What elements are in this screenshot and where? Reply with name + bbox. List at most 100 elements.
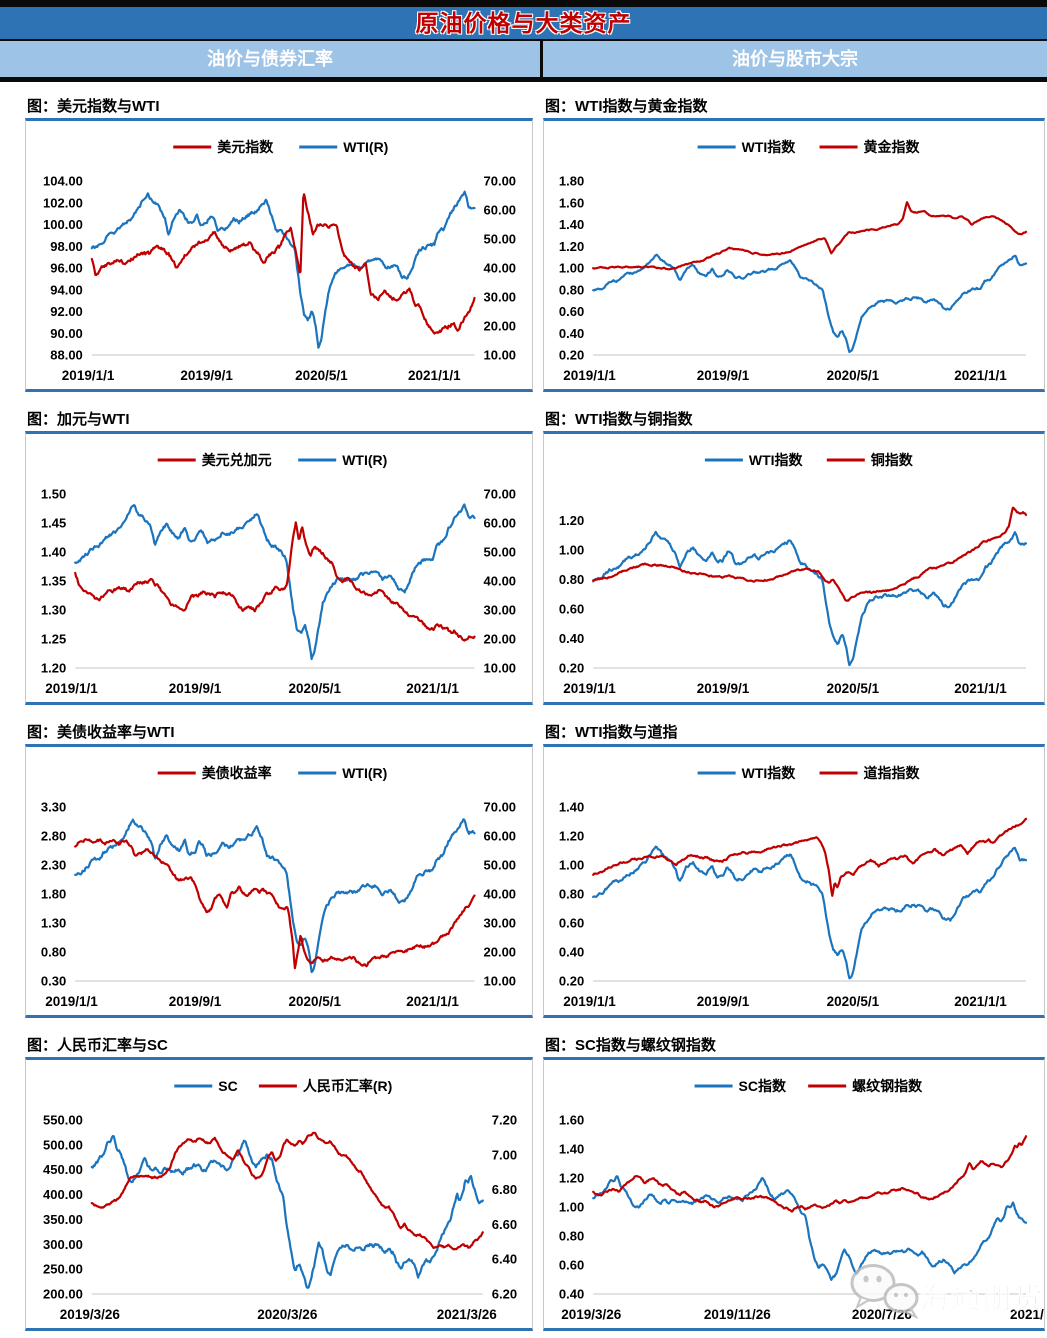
svg-text:2019/1/1: 2019/1/1 — [45, 994, 98, 1009]
svg-text:40.00: 40.00 — [484, 261, 517, 276]
svg-text:98.00: 98.00 — [50, 239, 83, 254]
svg-text:2019/9/1: 2019/9/1 — [697, 994, 750, 1009]
svg-text:10.00: 10.00 — [484, 974, 517, 989]
svg-text:1.30: 1.30 — [41, 916, 66, 931]
charts-grid: 图：美元指数与WTI 88.00 90.00 92.00 94.00 96.00 98.0… — [0, 82, 1047, 1331]
svg-text:0.20: 0.20 — [559, 348, 584, 363]
svg-text:1.20: 1.20 — [41, 661, 66, 676]
column-divider — [540, 41, 543, 77]
svg-text:450.00: 450.00 — [43, 1162, 83, 1177]
svg-text:100.00: 100.00 — [43, 217, 83, 232]
svg-text:2019/1/1: 2019/1/1 — [62, 368, 115, 383]
svg-text:104.00: 104.00 — [43, 174, 83, 189]
svg-text:2021/1/1: 2021/1/1 — [954, 368, 1007, 383]
svg-text:黄金指数: 黄金指数 — [864, 139, 921, 155]
line-chart-sc-rebar: 0.40 0.60 0.80 1.00 1.20 1.40 1.60 2019/3/26 201… — [559, 1078, 1044, 1322]
svg-text:1.25: 1.25 — [41, 632, 66, 647]
svg-text:2.80: 2.80 — [41, 829, 66, 844]
svg-text:1.20: 1.20 — [559, 513, 584, 528]
page-title: 原油价格与大类资产 — [415, 10, 632, 36]
svg-text:0.60: 0.60 — [559, 1258, 584, 1273]
svg-text:0.30: 0.30 — [41, 974, 66, 989]
svg-text:250.00: 250.00 — [43, 1262, 83, 1277]
svg-text:50.00: 50.00 — [484, 232, 517, 247]
column-header-left: 油价与债券汇率 — [207, 49, 333, 69]
svg-text:SC: SC — [218, 1078, 237, 1094]
column-headers: 油价与债券汇率 油价与股市大宗 — [0, 41, 1047, 82]
charts-column-left: 图：美元指数与WTI 88.00 90.00 92.00 94.00 96.00 98.0… — [25, 82, 533, 1331]
svg-text:50.00: 50.00 — [484, 858, 517, 873]
line-chart-cny-sc: 200.00 250.00 300.00 350.00 400.00 450.00 500.… — [43, 1078, 517, 1322]
svg-text:400.00: 400.00 — [43, 1187, 83, 1202]
chart-panel: 0.20 0.40 0.60 0.80 1.00 1.20 1.40 1.60 1.80 2019… — [543, 118, 1045, 392]
svg-text:1.40: 1.40 — [559, 800, 584, 815]
svg-text:40.00: 40.00 — [484, 887, 517, 902]
chart-panel: 0.20 0.40 0.60 0.80 1.00 1.20 1.40 2019/1/1 2019… — [543, 744, 1045, 1018]
svg-text:30.00: 30.00 — [484, 916, 517, 931]
chart-panel: 0.30 0.80 1.30 1.80 2.30 2.80 3.30 10.00 20.00 30… — [25, 744, 533, 1018]
svg-text:20.00: 20.00 — [484, 632, 517, 647]
svg-text:0.80: 0.80 — [41, 945, 66, 960]
chart-panel: 200.00 250.00 300.00 350.00 400.00 450.00 500.… — [25, 1057, 533, 1331]
svg-text:1.20: 1.20 — [559, 829, 584, 844]
chart-block-usd-index-wti: 图：美元指数与WTI 88.00 90.00 92.00 94.00 96.00 98.0… — [25, 95, 533, 392]
svg-text:WTI指数: WTI指数 — [742, 139, 797, 155]
chart-panel: 1.20 1.25 1.30 1.35 1.40 1.45 1.50 10.00 20.00 30… — [25, 431, 533, 705]
chart-block-us-yield-wti: 图：美债收益率与WTI 0.30 0.80 1.30 1.80 2.30 2.80 3.30… — [25, 721, 533, 1018]
svg-text:60.00: 60.00 — [484, 516, 517, 531]
svg-text:美元指数: 美元指数 — [217, 139, 274, 155]
svg-text:0.60: 0.60 — [559, 602, 584, 617]
svg-text:1.35: 1.35 — [41, 574, 66, 589]
svg-text:70.00: 70.00 — [484, 487, 517, 502]
svg-text:6.80: 6.80 — [492, 1182, 517, 1197]
svg-text:2019/3/26: 2019/3/26 — [561, 1307, 622, 1322]
svg-text:94.00: 94.00 — [50, 282, 83, 297]
svg-text:0.40: 0.40 — [559, 326, 584, 341]
svg-text:10.00: 10.00 — [484, 348, 517, 363]
svg-text:1.20: 1.20 — [559, 1171, 584, 1186]
chart-block-wti-dow: 图：WTI指数与道指 0.20 0.40 0.60 0.80 1.00 1.20 1.40 2… — [543, 721, 1045, 1018]
svg-text:1.80: 1.80 — [41, 887, 66, 902]
svg-text:螺纹钢指数: 螺纹钢指数 — [852, 1078, 923, 1094]
svg-text:70.00: 70.00 — [484, 174, 517, 189]
chart-title: 图：WTI指数与黄金指数 — [545, 98, 708, 115]
svg-text:WTI(R): WTI(R) — [342, 452, 387, 468]
svg-text:500.00: 500.00 — [43, 1137, 83, 1152]
chart-block-wti-copper: 图：WTI指数与铜指数 0.20 0.40 0.60 0.80 1.00 1.20 2019… — [543, 408, 1045, 705]
svg-text:2019/9/1: 2019/9/1 — [169, 994, 222, 1009]
chart-title: 图：美债收益率与WTI — [27, 724, 175, 741]
svg-text:0.80: 0.80 — [559, 282, 584, 297]
svg-text:6.60: 6.60 — [492, 1217, 517, 1232]
chart-title: 图：加元与WTI — [27, 411, 130, 428]
svg-text:美元兑加元: 美元兑加元 — [202, 452, 272, 468]
svg-text:2019/9/1: 2019/9/1 — [697, 681, 750, 696]
svg-text:2021/1/1: 2021/1/1 — [408, 368, 461, 383]
svg-text:88.00: 88.00 — [50, 348, 83, 363]
svg-text:WTI指数: WTI指数 — [749, 452, 804, 468]
svg-text:200.00: 200.00 — [43, 1287, 83, 1302]
svg-text:人民币汇率(R): 人民币汇率(R) — [303, 1078, 392, 1094]
svg-text:0.40: 0.40 — [559, 1287, 584, 1302]
svg-text:0.20: 0.20 — [559, 974, 584, 989]
svg-text:2020/5/1: 2020/5/1 — [827, 681, 880, 696]
svg-text:2021/1/1: 2021/1/1 — [954, 681, 1007, 696]
chart-block-sc-rebar: 图：SC指数与螺纹钢指数 0.40 0.60 0.80 1.00 1.20 1.40 1.6… — [543, 1034, 1045, 1331]
svg-text:1.40: 1.40 — [41, 545, 66, 560]
svg-text:2020/5/1: 2020/5/1 — [288, 994, 341, 1009]
svg-text:WTI(R): WTI(R) — [342, 765, 387, 781]
svg-text:2.30: 2.30 — [41, 858, 66, 873]
svg-text:350.00: 350.00 — [43, 1212, 83, 1227]
svg-text:40.00: 40.00 — [484, 574, 517, 589]
svg-text:0.80: 0.80 — [559, 1229, 584, 1244]
report-header: 原油价格与大类资产 油价与债券汇率 油价与股市大宗 — [0, 0, 1047, 82]
svg-text:2021/1/1: 2021/1/1 — [954, 994, 1007, 1009]
svg-text:102.00: 102.00 — [43, 195, 83, 210]
svg-text:1.30: 1.30 — [41, 603, 66, 618]
svg-text:1.80: 1.80 — [559, 174, 584, 189]
svg-text:7.00: 7.00 — [492, 1147, 517, 1162]
chart-title: 图：WTI指数与道指 — [545, 724, 678, 741]
svg-text:0.80: 0.80 — [559, 887, 584, 902]
svg-text:2021/3/26: 2021/3/26 — [1010, 1307, 1044, 1322]
chart-block-cad-wti: 图：加元与WTI 1.20 1.25 1.30 1.35 1.40 1.45 1.50 10.… — [25, 408, 533, 705]
